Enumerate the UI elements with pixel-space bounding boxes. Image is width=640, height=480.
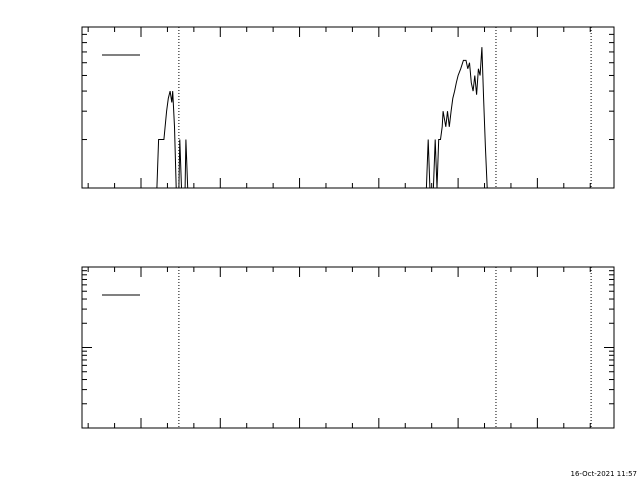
series-line: [156, 47, 488, 189]
hi-channel-chart: [81, 266, 615, 429]
plot-frame: [81, 266, 615, 429]
lo-channel-chart: [81, 26, 615, 189]
plot-frame: [81, 26, 615, 189]
timestamp: 16-Oct-2021 11:57: [571, 470, 637, 478]
